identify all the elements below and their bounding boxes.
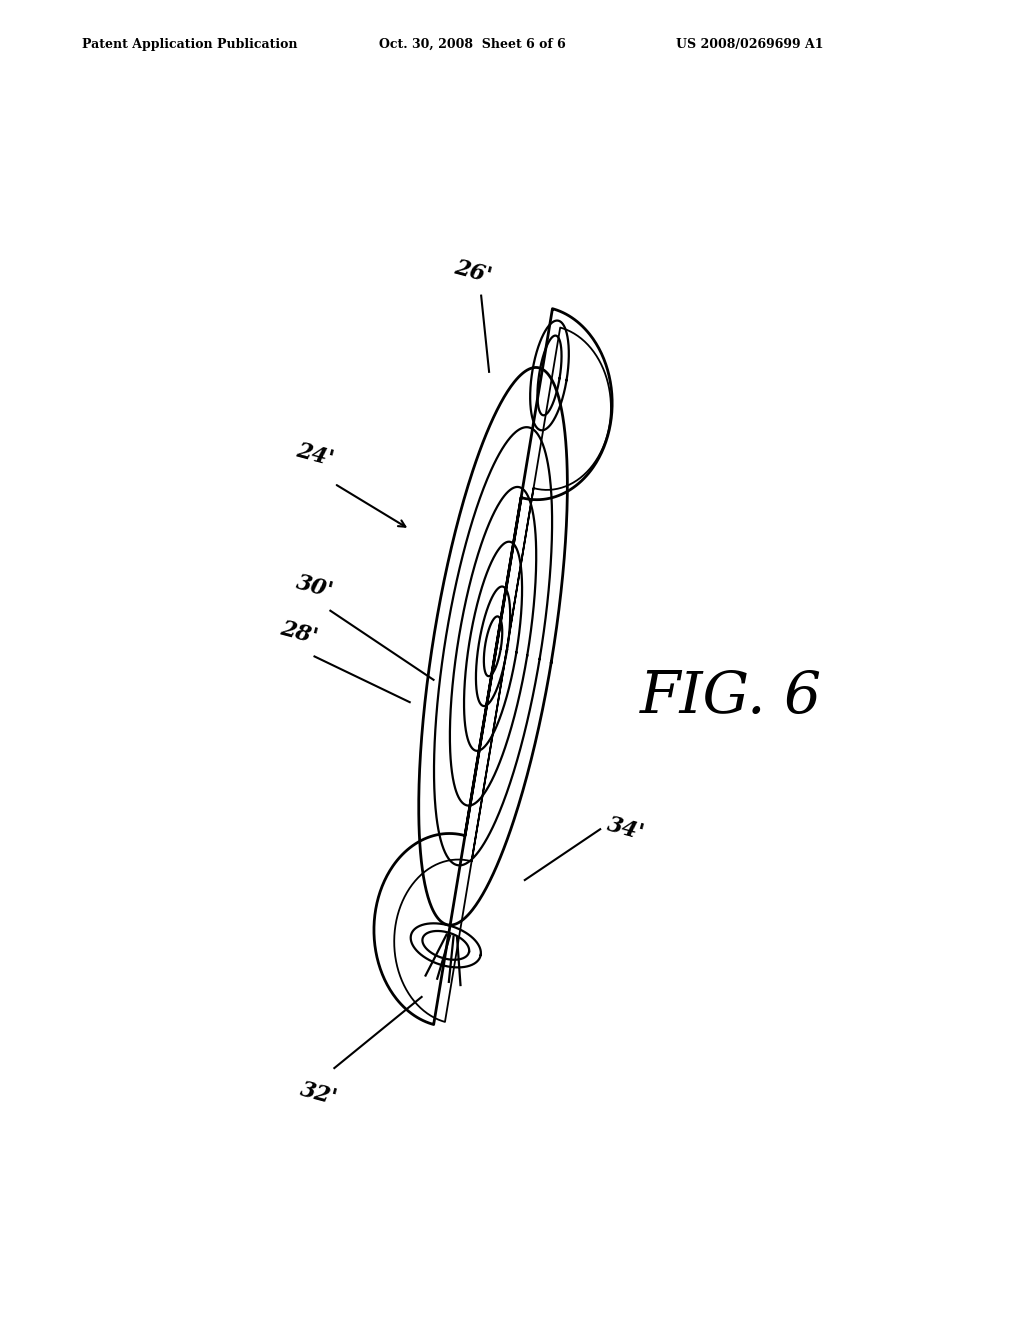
Text: 26': 26' — [452, 256, 495, 288]
Text: 24': 24' — [293, 440, 336, 470]
Text: 28': 28' — [278, 618, 319, 648]
Text: 30': 30' — [293, 572, 336, 602]
Text: FIG. 6: FIG. 6 — [640, 669, 822, 726]
Text: US 2008/0269699 A1: US 2008/0269699 A1 — [676, 37, 823, 50]
Text: 34': 34' — [604, 813, 646, 845]
Text: 32': 32' — [297, 1078, 340, 1109]
Text: Patent Application Publication: Patent Application Publication — [82, 37, 297, 50]
Text: Oct. 30, 2008  Sheet 6 of 6: Oct. 30, 2008 Sheet 6 of 6 — [379, 37, 565, 50]
